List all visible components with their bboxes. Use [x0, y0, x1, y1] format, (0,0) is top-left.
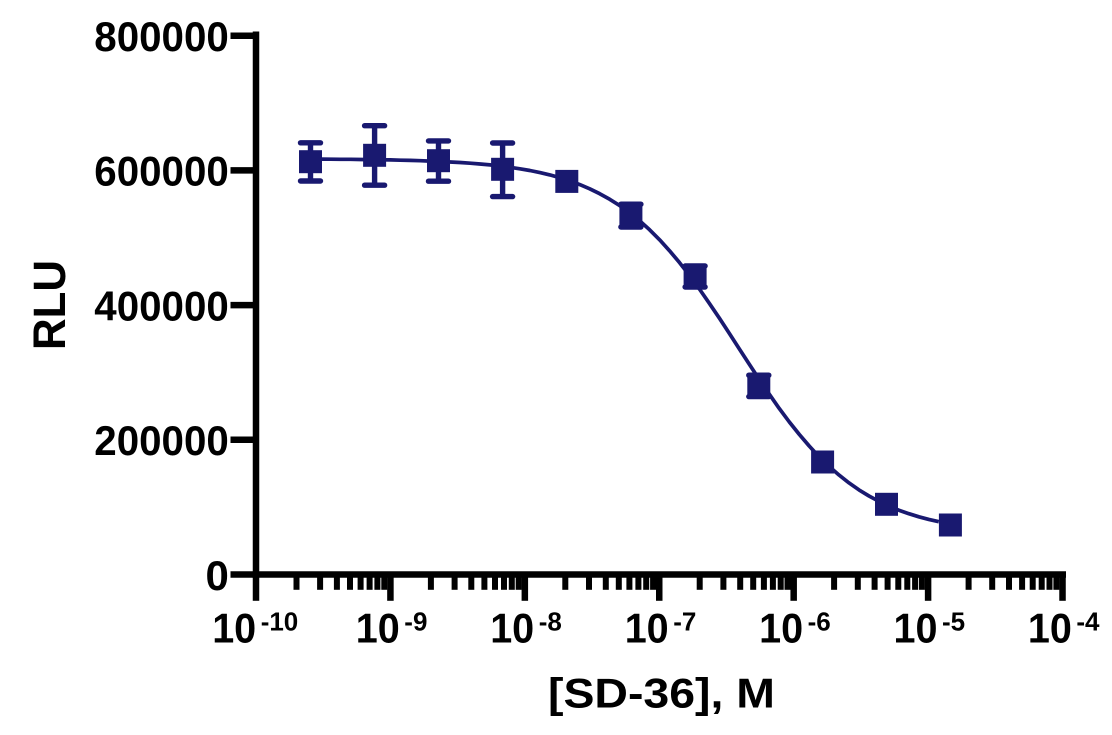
svg-text:-4: -4 — [1076, 607, 1100, 637]
svg-text:-7: -7 — [673, 607, 696, 637]
svg-text:-5: -5 — [942, 607, 965, 637]
svg-text:600000: 600000 — [94, 148, 229, 195]
svg-text:-6: -6 — [808, 607, 831, 637]
svg-text:10: 10 — [356, 605, 400, 652]
svg-text:10: 10 — [212, 605, 256, 652]
svg-text:10: 10 — [625, 605, 669, 652]
svg-text:800000: 800000 — [94, 13, 229, 60]
svg-text:10: 10 — [1028, 605, 1072, 652]
svg-text:RLU: RLU — [24, 260, 75, 350]
svg-text:10: 10 — [759, 605, 803, 652]
svg-text:200000: 200000 — [94, 417, 229, 464]
svg-text:10: 10 — [894, 605, 938, 652]
svg-text:-10: -10 — [261, 607, 299, 637]
svg-text:400000: 400000 — [94, 282, 229, 329]
svg-text:10: 10 — [490, 605, 534, 652]
svg-text:[SD-36], M: [SD-36], M — [548, 669, 775, 716]
svg-text:-8: -8 — [539, 607, 562, 637]
svg-text:0: 0 — [205, 552, 228, 599]
svg-text:-9: -9 — [404, 607, 427, 637]
